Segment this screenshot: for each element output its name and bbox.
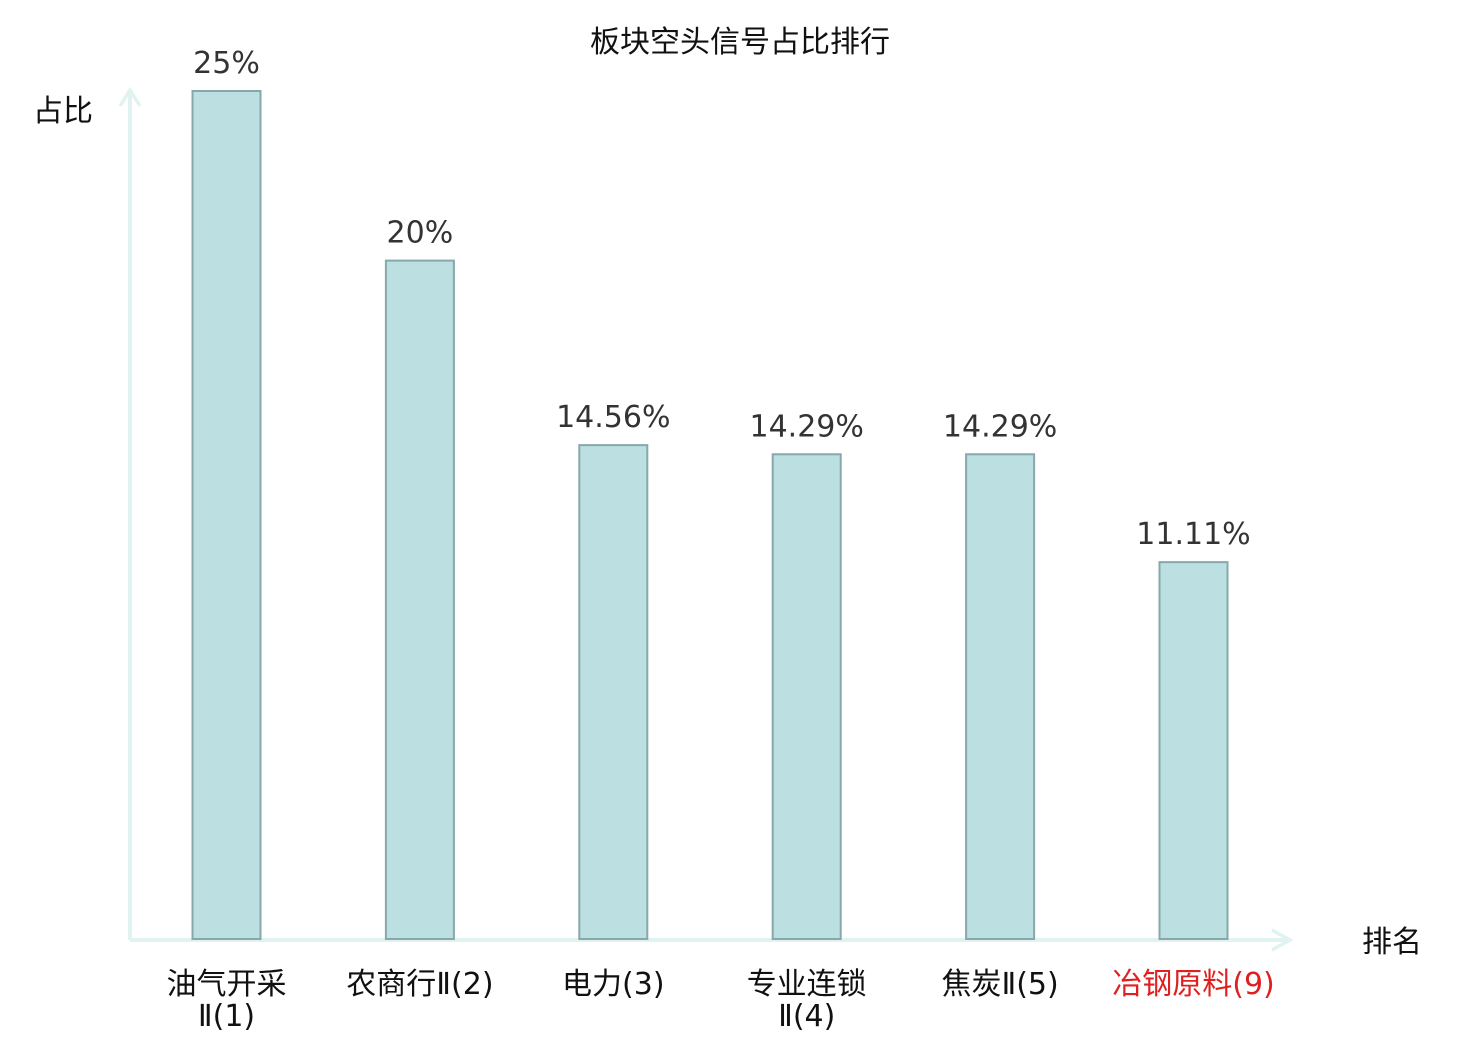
category-tick-label: Ⅱ(4)	[778, 999, 835, 1034]
bar	[191, 90, 262, 940]
category-tick-label: 专业连锁	[747, 967, 867, 1002]
category-tick-label: 电力(3)	[562, 967, 665, 1002]
category-tick-label: Ⅱ(1)	[198, 999, 255, 1034]
bar	[771, 453, 842, 940]
category-tick-label: 农商行Ⅱ(2)	[346, 967, 493, 1002]
chart-title: 板块空头信号占比排行	[590, 25, 890, 60]
bar-value-label: 14.56%	[556, 400, 670, 435]
bar-value-label: 20%	[387, 216, 454, 251]
bar-value-label: 11.11%	[1136, 517, 1250, 552]
bar-value-label: 14.29%	[750, 409, 864, 444]
category-tick-label: 油气开采	[167, 967, 287, 1002]
x-axis-label: 排名	[1362, 925, 1422, 960]
y-axis-arrow	[118, 86, 142, 107]
x-axis-arrow	[1271, 928, 1294, 952]
category-tick-label: 焦炭Ⅱ(5)	[941, 967, 1058, 1002]
bar-value-label: 14.29%	[943, 409, 1057, 444]
bar	[965, 453, 1036, 940]
bar	[384, 259, 455, 941]
category-tick-label: 冶钢原料(9)	[1112, 967, 1275, 1002]
axes	[118, 86, 1294, 952]
bar-value-label: 25%	[193, 46, 260, 81]
bar	[1158, 561, 1229, 940]
bar	[578, 444, 649, 940]
y-axis-label: 占比	[33, 94, 93, 129]
bars-group	[191, 90, 1229, 941]
value-labels-group: 25% 20% 14.56% 14.29% 14.29% 11.11%	[193, 46, 1251, 552]
